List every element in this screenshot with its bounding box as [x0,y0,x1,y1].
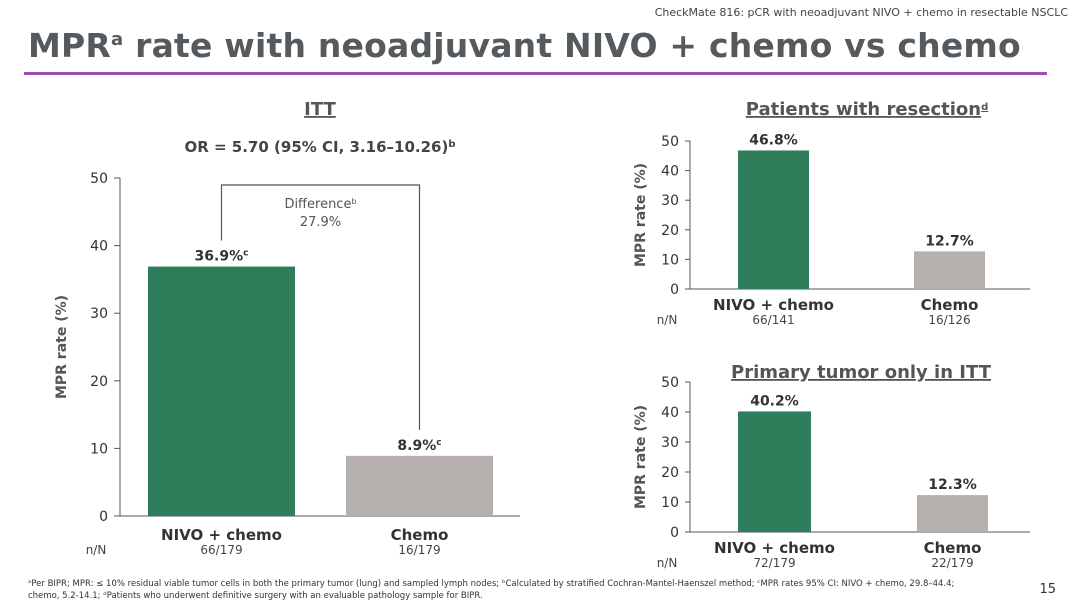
primary-value-label: 12.3% [928,477,977,493]
resection-nN-value: 16/126 [928,313,970,327]
primary-bar-chemo [917,495,988,532]
itt-y-tick-label: 50 [90,171,108,187]
primary-nN-value: 22/179 [931,556,973,570]
resection-category-label: Chemo [921,296,979,314]
itt-y-tick-label: 20 [90,374,108,390]
resection-nN-value: 66/141 [752,313,794,327]
itt-chart-title: ITT [304,99,336,120]
primary-y-tick-label: 30 [661,435,679,451]
resection-y-tick-label: 0 [670,282,679,298]
header-note: CheckMate 816: pCR with neoadjuvant NIVO… [654,6,1068,19]
itt-nN-value: 66/179 [200,543,242,557]
resection-y-tick-label: 50 [661,134,679,150]
resection-y-tick-label: 40 [661,164,679,180]
itt-y-tick-label: 10 [90,441,108,457]
itt-difference-label: Differenceb [284,197,356,213]
primary-y-tick-label: 10 [661,495,679,511]
resection-bar-nivo-chemo [738,150,809,289]
itt-bar-chemo [346,455,493,516]
resection-bar-chemo [914,251,985,289]
itt-nN-value: 16/179 [398,543,440,557]
primary-y-axis-label: MPR rate (%) [633,405,649,509]
page-number: 15 [1039,582,1056,597]
primary-category-label: Chemo [924,539,982,557]
itt-y-tick-label: 30 [90,306,108,322]
footnote: ᵃPer BIPR; MPR: ≤ 10% residual viable tu… [28,579,955,601]
primary-y-tick-label: 20 [661,465,679,481]
resection-chart-title: Patients with resectiond [746,99,989,120]
itt-value-label: 8.9%c [397,438,441,454]
itt-value-label: 36.9%c [195,249,249,265]
itt-difference-value: 27.9% [300,215,341,230]
itt-y-tick-label: 40 [90,239,108,255]
primary-bar-nivo-chemo [738,411,811,532]
primary-chart-title: Primary tumor only in ITT [731,362,992,383]
resection-category-label: NIVO + chemo [713,296,834,314]
itt-y-axis-label: MPR rate (%) [54,295,70,399]
primary-y-tick-label: 50 [661,375,679,391]
primary-value-label: 40.2% [750,393,799,409]
resection-y-axis-label: MPR rate (%) [633,163,649,267]
resection-y-tick-label: 20 [661,223,679,239]
primary-nN-value: 72/179 [753,556,795,570]
primary-y-tick-label: 0 [670,525,679,541]
itt-category-label: Chemo [391,526,449,544]
primary-category-label: NIVO + chemo [714,539,835,557]
resection-y-tick-label: 30 [661,193,679,209]
resection-y-tick-label: 10 [661,252,679,268]
resection-nN-label: n/N [657,313,678,327]
itt-category-label: NIVO + chemo [161,526,282,544]
itt-y-tick-label: 0 [99,509,108,525]
resection-value-label: 12.7% [925,233,974,249]
primary-nN-label: n/N [657,556,678,570]
title-divider [24,72,1047,75]
slide-title: MPRa rate with neoadjuvant NIVO + chemo … [28,26,1021,65]
itt-nN-label: n/N [86,543,107,557]
itt-bar-nivo-chemo [148,266,295,516]
primary-y-tick-label: 40 [661,405,679,421]
itt-difference-bracket [220,184,421,430]
itt-odds-ratio: OR = 5.70 (95% CI, 3.16–10.26)b [184,138,455,156]
resection-value-label: 46.8% [749,132,798,148]
